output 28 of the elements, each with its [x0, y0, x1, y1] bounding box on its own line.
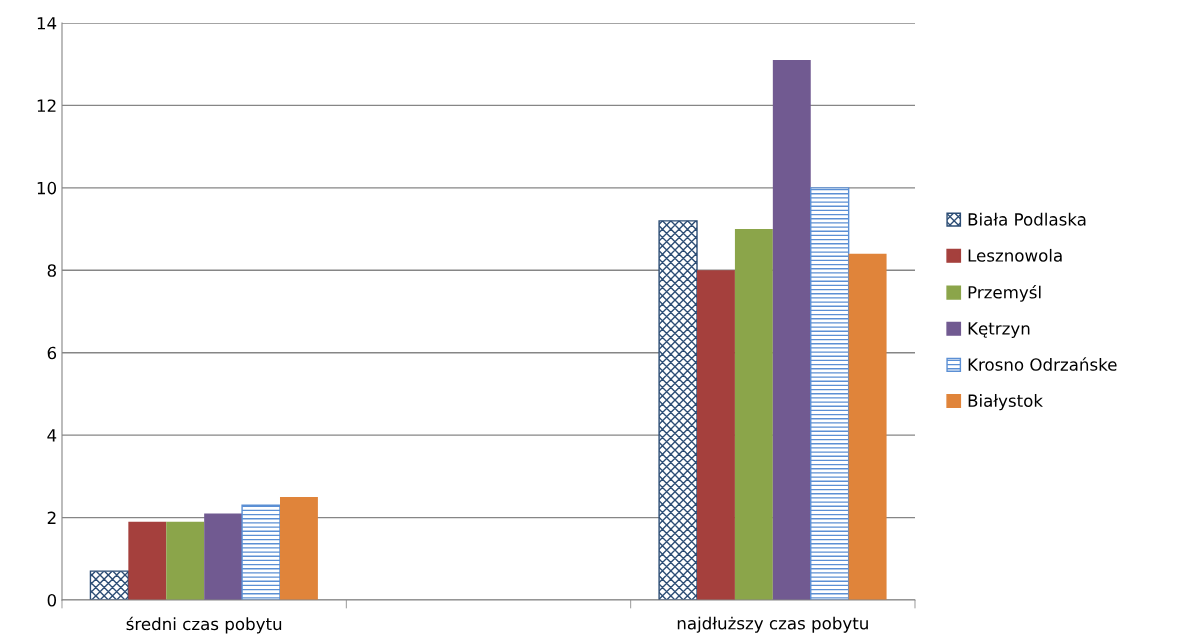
- bar: [128, 521, 167, 600]
- y-tick-label: 12: [37, 99, 56, 112]
- x-tick-label: najdłuższy czas pobytu: [677, 616, 868, 633]
- bar: [204, 513, 243, 600]
- y-tick-label: 6: [47, 346, 57, 360]
- bar: [697, 270, 735, 600]
- y-tick-label: 14: [37, 17, 57, 30]
- bar: [241, 504, 281, 600]
- legend-label: Biała Podlaska: [968, 212, 1086, 226]
- legend-label: Lesznowola: [968, 248, 1062, 262]
- bar: [772, 60, 811, 600]
- legend-label: Krosno Odrzańske: [968, 357, 1117, 371]
- y-tick-label: 10: [37, 181, 57, 195]
- bar: [810, 187, 850, 600]
- y-tick-label: 0: [47, 593, 57, 607]
- y-tick-label: 8: [47, 264, 56, 277]
- x-tick-label: średni czas pobytu: [126, 616, 282, 634]
- bar: [734, 229, 773, 600]
- bar: [658, 220, 698, 600]
- bar: [89, 570, 130, 600]
- legend-label: Kętrzyn: [968, 322, 1030, 338]
- y-tick-label: 2: [47, 511, 56, 524]
- bar: [279, 496, 318, 600]
- bar: [166, 521, 205, 600]
- legend-label: Białystok: [968, 394, 1043, 411]
- bar: [848, 253, 887, 600]
- y-tick-label: 4: [47, 429, 57, 442]
- legend-label: Przemyśl: [968, 285, 1041, 302]
